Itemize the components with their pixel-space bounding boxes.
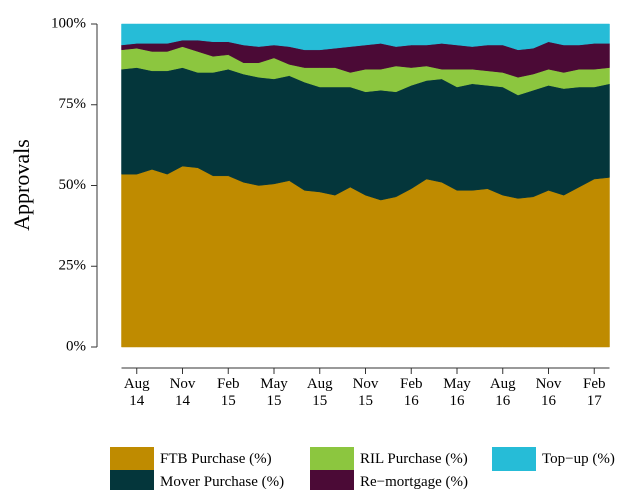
legend-item: Re−mortgage (%): [310, 470, 468, 490]
x-tick-label: May 16: [443, 376, 471, 409]
legend-swatch: [110, 470, 154, 490]
legend-item: RIL Purchase (%): [310, 447, 468, 471]
legend-item: Mover Purchase (%): [110, 470, 284, 490]
legend-label: Mover Purchase (%): [160, 473, 285, 490]
legend-swatch: [310, 470, 354, 490]
legend-label: Re−mortgage (%): [360, 473, 469, 490]
x-tick-label: Nov 16: [535, 376, 562, 409]
legend-label: RIL Purchase (%): [360, 450, 468, 467]
legend-label: FTB Purchase (%): [160, 450, 272, 467]
x-tick-label: Feb 17: [583, 376, 606, 409]
y-axis-label: Approvals: [9, 139, 34, 231]
x-tick-label: Nov 14: [169, 376, 196, 409]
x-tick-label: Nov 15: [352, 376, 379, 409]
x-tick-label: Aug 15: [306, 376, 333, 409]
legend-swatch: [310, 447, 354, 471]
x-tick-label: May 15: [260, 376, 288, 409]
x-tick-label: Aug 14: [123, 376, 150, 409]
legend-item: Top−up (%): [492, 447, 615, 471]
legend-swatch: [110, 447, 154, 471]
x-tick-label: Feb 15: [217, 376, 240, 409]
y-tick-label: 25%: [59, 258, 87, 274]
area: [121, 23, 610, 51]
areas: [121, 23, 610, 348]
y-tick-label: 100%: [51, 15, 86, 31]
y-tick-label: 0%: [66, 338, 86, 354]
x-tick-label: Feb 16: [400, 376, 423, 409]
y-tick-label: 75%: [59, 96, 87, 112]
legend-item: FTB Purchase (%): [110, 447, 272, 471]
legend-swatch: [492, 447, 536, 471]
x-tick-label: Aug 16: [489, 376, 516, 409]
legend-label: Top−up (%): [542, 450, 615, 467]
y-tick-label: 50%: [59, 177, 87, 193]
